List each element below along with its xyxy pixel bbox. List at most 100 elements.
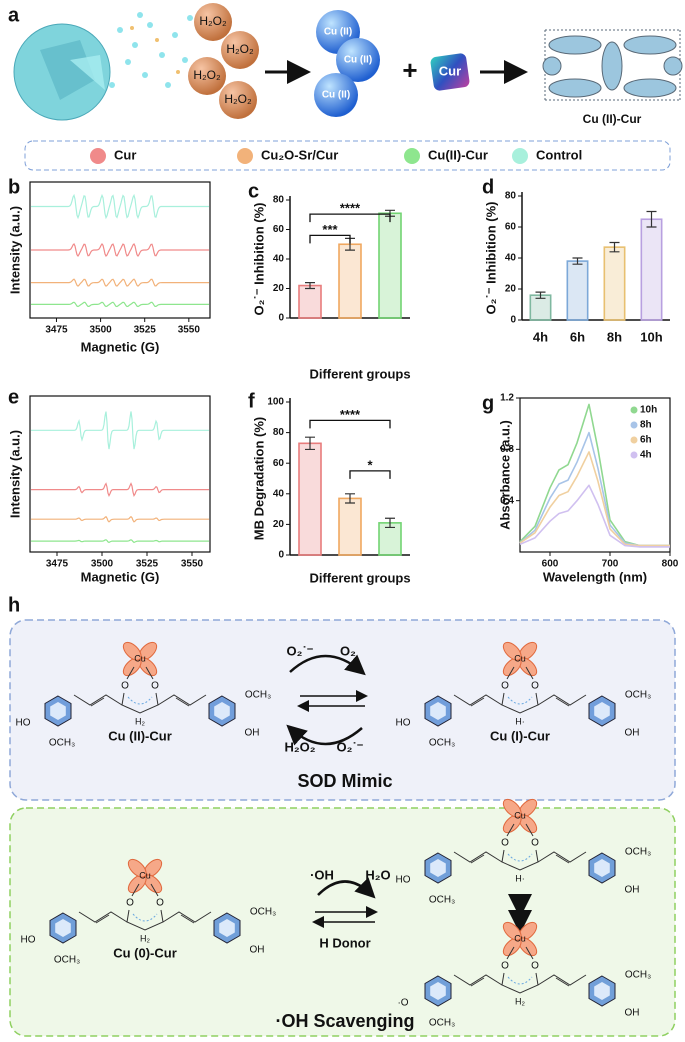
- benzene-inner: [55, 919, 71, 937]
- bar: [640, 218, 663, 321]
- delocalization: [127, 696, 153, 705]
- atom-cu: Cu: [514, 653, 526, 663]
- bond: [453, 694, 503, 707]
- substituent: HO: [396, 875, 411, 886]
- x-axis-label: Wavelength (nm): [543, 569, 647, 584]
- x-tick-label: 8h: [607, 329, 622, 344]
- benzene-inner: [594, 982, 610, 1000]
- x-tick-label: 4h: [533, 329, 548, 344]
- y-tick-label: 40: [273, 488, 285, 499]
- benzene-inner: [219, 919, 235, 937]
- significance-bracket: [309, 213, 391, 223]
- bond: [501, 849, 539, 871]
- epr-trace: [31, 242, 209, 258]
- bond: [506, 666, 534, 680]
- y-tick-label: 20: [273, 283, 285, 294]
- error-bar: [646, 210, 657, 228]
- atom-o: O: [501, 838, 509, 849]
- atom-cu: Cu: [139, 870, 151, 880]
- panel-label: e: [8, 386, 19, 408]
- h2o2-spheres: [188, 3, 259, 119]
- reaction-species: O₂˙⁻: [286, 643, 313, 658]
- delocalization: [132, 913, 158, 922]
- x-tick-label: 3475: [46, 559, 69, 570]
- substituent: OCH₃: [625, 690, 651, 701]
- significance-label: *: [367, 457, 373, 472]
- reaction-arrows: [286, 654, 532, 934]
- molecule-name: Cu (II)-Cur: [108, 728, 172, 743]
- legend-swatch: [630, 406, 638, 414]
- x-tick-label: 3525: [134, 325, 157, 336]
- product-label: Cu (II)-Cur: [583, 112, 642, 126]
- substituent: HO: [396, 718, 411, 729]
- spectrum-line: [519, 451, 670, 547]
- panel-label: c: [248, 180, 259, 202]
- y-axis-label: MB Degradation (%): [251, 417, 266, 541]
- y-tick-label: 40: [505, 253, 517, 264]
- benzene-inner: [594, 702, 610, 720]
- cur-cube: [430, 53, 470, 91]
- substituent: OH: [625, 1008, 640, 1019]
- spectrum-line: [519, 484, 670, 548]
- cu-label: Cu (II): [344, 55, 372, 66]
- substituent: OH: [245, 728, 260, 739]
- bond: [126, 666, 154, 680]
- x-axis-label: Magnetic (G): [81, 339, 160, 354]
- substituent: OCH₃: [54, 955, 80, 966]
- molecule-name: Cu (I)-Cur: [490, 728, 550, 743]
- reaction-species: O₂˙⁻: [336, 739, 363, 754]
- legend-label: Cu(II)-Cur: [428, 147, 488, 162]
- bond: [121, 692, 159, 714]
- atom-o: O: [126, 898, 134, 909]
- bond: [501, 692, 539, 714]
- bar: [603, 246, 626, 321]
- atom-o: O: [531, 681, 539, 692]
- error-bar: [609, 241, 620, 253]
- error-bar: [572, 257, 583, 265]
- legend-label: Control: [536, 147, 582, 162]
- bond: [157, 694, 207, 707]
- atom-cu: Cu: [514, 810, 526, 820]
- epr-trace: [31, 301, 209, 308]
- benzene-inner: [430, 702, 446, 720]
- x-tick-label: 800: [662, 559, 679, 570]
- panel-label: g: [482, 392, 494, 414]
- error-bar: [345, 493, 355, 504]
- y-tick-label: 60: [505, 222, 517, 233]
- atom-h: H·: [515, 716, 525, 726]
- particles: [109, 12, 193, 88]
- legend-swatch: [630, 451, 638, 459]
- bond: [537, 851, 587, 864]
- cu-label: Cu (II): [322, 90, 350, 101]
- y-tick-label: 0: [278, 550, 284, 561]
- substituent: ·O: [397, 998, 408, 1009]
- bar: [378, 212, 402, 319]
- bar: [338, 497, 362, 556]
- h2o2-label: H₂O₂: [226, 42, 254, 56]
- legend-label: 10h: [640, 405, 657, 416]
- bar: [529, 294, 552, 321]
- y-tick-label: 20: [273, 519, 285, 530]
- substituent: OCH₃: [429, 1018, 455, 1029]
- cu-orbital: [502, 921, 522, 941]
- x-tick-label: 3550: [181, 559, 204, 570]
- oh-title: ·OH Scavenging: [275, 1011, 414, 1031]
- y-tick-label: 80: [273, 195, 285, 206]
- bond: [131, 883, 159, 897]
- panel-label: f: [248, 390, 255, 412]
- legend-swatch: [237, 148, 253, 164]
- benzene-inner: [430, 859, 446, 877]
- bond: [162, 911, 212, 924]
- legend-label: 4h: [640, 450, 652, 461]
- x-tick-label: 6h: [570, 329, 585, 344]
- x-tick-label: 3500: [89, 325, 112, 336]
- atom-h: H₂: [140, 933, 150, 943]
- bond: [453, 851, 503, 864]
- legend-swatch: [90, 148, 106, 164]
- significance-bracket: [309, 234, 351, 244]
- y-tick-label: 0: [510, 315, 516, 326]
- framework: [542, 29, 683, 101]
- legend-box: [24, 140, 671, 171]
- benzene-inner: [430, 982, 446, 1000]
- substituent: OCH₃: [625, 847, 651, 858]
